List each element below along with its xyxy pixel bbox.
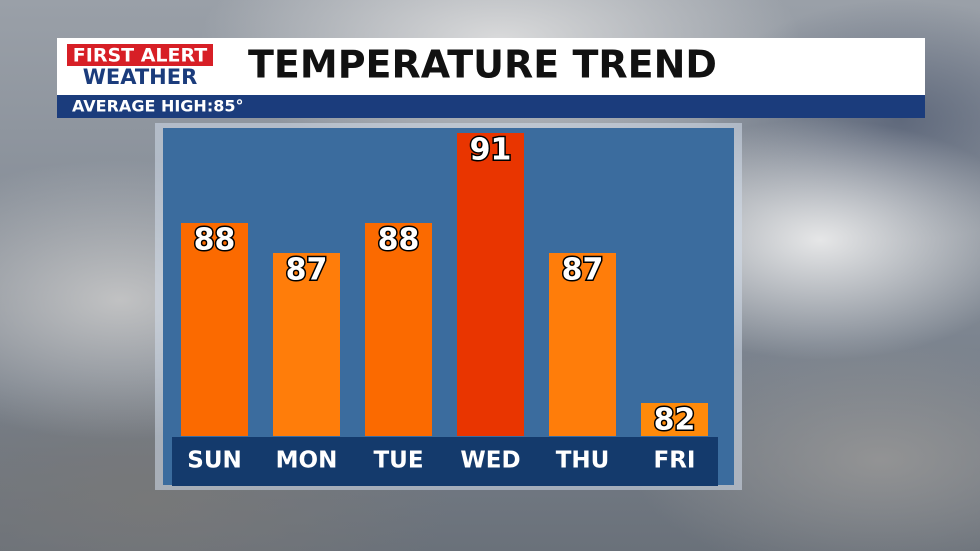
bar — [273, 253, 340, 436]
value-label: 82 — [654, 403, 696, 438]
x-tick-label: WED — [460, 448, 520, 474]
bar — [181, 223, 248, 436]
value-label: 88 — [194, 223, 236, 258]
value-label: 91 — [470, 133, 512, 168]
x-tick-label: FRI — [654, 448, 696, 474]
value-label: 87 — [286, 253, 328, 288]
bar — [457, 133, 524, 436]
x-tick-label: THU — [556, 448, 610, 474]
x-tick-label: MON — [276, 448, 338, 474]
subtitle-bar — [57, 95, 925, 118]
panel — [163, 128, 734, 485]
x-tick-label: SUN — [187, 448, 242, 474]
value-label: 87 — [562, 253, 604, 288]
chart-subtitle: AVERAGE HIGH:85° — [72, 97, 243, 116]
value-label: 88 — [378, 223, 420, 258]
bar — [641, 403, 708, 436]
x-tick-label: TUE — [373, 448, 423, 474]
bar — [365, 223, 432, 436]
category-band — [172, 437, 718, 486]
chart-title: TEMPERATURE TREND — [248, 43, 717, 87]
logo-line2: WEATHER — [83, 65, 198, 89]
logo-line1: FIRST ALERT — [73, 45, 208, 67]
bar — [549, 253, 616, 436]
logo-block — [67, 44, 213, 66]
